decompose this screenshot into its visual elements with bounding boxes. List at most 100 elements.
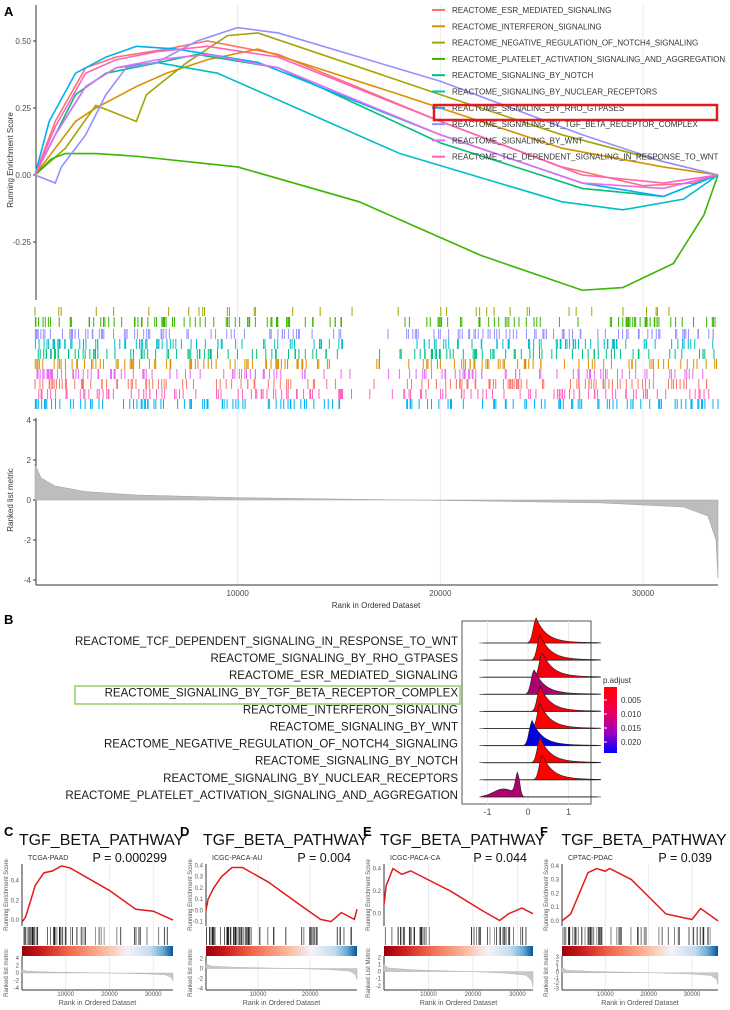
rug-row-4: [37, 349, 715, 359]
hit-rug: [384, 927, 527, 945]
legend-tick-label: 0.010: [621, 710, 642, 719]
dataset-label: TCGA-PAAD: [28, 855, 68, 862]
y-tick-label-lower: 4: [27, 416, 32, 425]
rug-row-1: [34, 317, 716, 327]
color-scale-bar: [604, 687, 617, 753]
legend-label: REACTOME_SIGNALING_BY_WNT: [452, 136, 583, 145]
ridge-row-label: REACTOME_SIGNALING_BY_WNT: [270, 722, 458, 734]
p-value: P = 0.044: [473, 851, 527, 865]
y-tick-label: 0.1: [551, 905, 560, 911]
xlabel: Rank in Ordered Dataset: [59, 1000, 136, 1007]
x-tick-label: 10000: [250, 992, 267, 998]
ridge-density: [479, 685, 602, 712]
y-tick-label-lower: 4: [16, 956, 20, 962]
y-tick-label: 0.00: [15, 171, 31, 180]
y-tick-label: 0.25: [15, 104, 31, 113]
x-tick-label: 20000: [302, 992, 319, 998]
highlight-box: [432, 103, 719, 122]
y-tick-label-lower: 2: [27, 456, 32, 465]
y-tick-label-lower: 2: [378, 955, 382, 961]
y-tick-label-lower: -4: [14, 986, 20, 992]
y-tick-label-lower: 0: [200, 967, 204, 973]
y-tick-label-lower: -2: [376, 984, 382, 990]
y-tick-label: 0.4: [551, 864, 560, 870]
y-tick-label: 0.3: [551, 878, 560, 884]
es-curve: [205, 866, 358, 923]
panel-label-a: A: [4, 4, 14, 19]
y-tick-label-lower: 2: [200, 957, 204, 963]
ylabel: Running Enrichment Score: [544, 858, 550, 930]
legend-tick-label: 0.015: [621, 724, 642, 733]
legend-tick-label: 0.020: [621, 738, 642, 747]
y-tick-label-lower: 1: [378, 963, 382, 969]
ylabel-lower: Ranked list metric: [544, 949, 550, 997]
highlight-box: [74, 685, 461, 705]
x-tick-label: 10000: [57, 992, 74, 998]
legend-label: REACTOME_NEGATIVE_REGULATION_OF_NOTCH4_S…: [452, 39, 698, 48]
p-value: P = 0.039: [658, 851, 712, 865]
y-tick-label-lower: 0: [556, 971, 560, 977]
panel-c: TGF_BETA_PATHWAY TCGA-PAAD P = 0.000299 100…: [4, 832, 185, 1007]
panel-a-ylabel: Running Enrichment Score: [6, 112, 15, 208]
dataset-label: ICGC-PACA-AU: [212, 855, 262, 862]
ranked-metric-area: [205, 963, 358, 980]
panel-label-c: C: [4, 824, 14, 839]
legend-label: REACTOME_TCF_DEPENDENT_SIGNALING_IN_RESP…: [452, 153, 719, 162]
rug-row-9: [34, 399, 719, 409]
ridge-row-label: REACTOME_INTERFERON_SIGNALING: [243, 704, 458, 716]
metric-color-band: [22, 946, 173, 956]
ridge-row-label: REACTOME_NEGATIVE_REGULATION_OF_NOTCH4_S…: [104, 739, 458, 751]
dataset-label: ICGC-PACA-CA: [390, 855, 441, 862]
y-tick-label-lower: 1: [556, 966, 560, 972]
y-tick-label: 0.2: [11, 898, 20, 904]
panel-title: TGF_BETA_PATHWAY: [203, 832, 369, 849]
y-tick-label-lower: -2: [24, 536, 32, 545]
ridge-row-label: REACTOME_SIGNALING_BY_TGF_BETA_RECEPTOR_…: [105, 687, 459, 699]
y-tick-label: 0.50: [15, 37, 31, 46]
panel-b: p.adjust -1 0 1 REACTOME_TCF_DEPENDENT_SIGN…: [65, 617, 642, 817]
x-tick-label: 30000: [632, 589, 655, 598]
es-curve-4: [34, 53, 719, 198]
ylabel: Running Enrichment Score: [366, 858, 372, 930]
y-tick-label-lower: 0: [27, 496, 32, 505]
y-tick-label-lower: -4: [198, 987, 204, 993]
y-tick-label-lower: -1: [376, 977, 382, 983]
ridge-plot-frame: [461, 620, 592, 805]
es-curve-5: [34, 61, 719, 211]
ridge-row-label: REACTOME_ESR_MEDIATED_SIGNALING: [229, 670, 458, 682]
legend-label: REACTOME_SIGNALING_BY_TGF_BETA_RECEPTOR_…: [452, 120, 699, 129]
y-tick-label: 0.4: [373, 867, 382, 873]
ridge-density: [479, 736, 602, 763]
y-tick-label: 0.2: [551, 891, 560, 897]
ylabel-lower: Ranked List Metric: [366, 948, 372, 998]
y-tick-label: 0.2: [195, 886, 204, 892]
ylabel: Running Enrichment Score: [4, 858, 10, 930]
ridge-density: [479, 652, 602, 678]
legend-label: REACTOME_PLATELET_ACTIVATION_SIGNALING_A…: [452, 55, 725, 64]
ridge-row-label: REACTOME_SIGNALING_BY_RHO_GTPASES: [210, 653, 458, 665]
metric-color-band: [562, 946, 718, 956]
metric-color-band: [384, 946, 533, 956]
y-tick-label: 0.4: [11, 879, 20, 885]
ridge-density: [479, 669, 602, 695]
panel-title: TGF_BETA_PATHWAY: [380, 832, 546, 849]
legend-label: REACTOME_INTERFERON_SIGNALING: [452, 22, 602, 31]
x-tick-label: 10000: [420, 992, 437, 998]
y-tick-label-lower: -3: [554, 986, 560, 992]
ridge-row-label: REACTOME_PLATELET_ACTIVATION_SIGNALING_A…: [65, 790, 458, 802]
y-tick-label-lower: 0: [378, 970, 382, 976]
ridge-density: [479, 617, 602, 644]
y-tick-label-lower: 2: [16, 963, 20, 969]
panel-title: TGF_BETA_PATHWAY: [561, 832, 727, 849]
rug-row-7: [34, 379, 708, 389]
legend-label: REACTOME_SIGNALING_BY_NUCLEAR_RECEPTORS: [452, 88, 657, 97]
es-curve-8: [34, 53, 719, 190]
rug-row-0: [34, 307, 670, 316]
y-tick-label-lower: -1: [554, 976, 560, 982]
rug-row-2: [34, 329, 714, 339]
y-tick-label: 0.0: [11, 918, 20, 924]
ranked-metric-area: [383, 964, 534, 988]
x-tick-label: 20000: [429, 589, 452, 598]
xlabel: Rank in Ordered Dataset: [420, 1000, 497, 1007]
